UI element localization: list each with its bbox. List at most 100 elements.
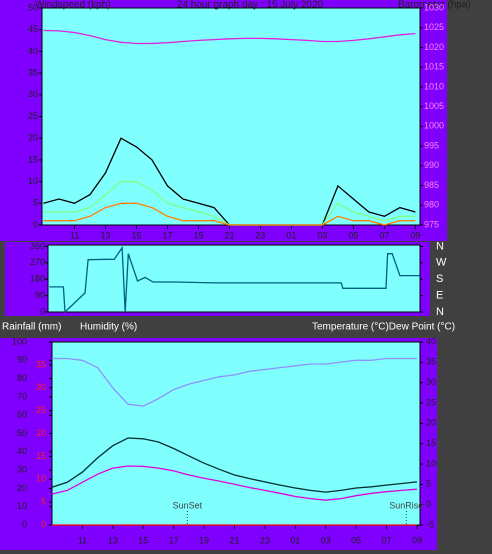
x-tick-label: 13 [108, 535, 118, 545]
wind-axis-label: Windspeed (kph) [35, 0, 111, 11]
y-tick-label: 30 [17, 464, 27, 474]
series-line [52, 357, 417, 407]
y2-tick-label: 20 [426, 418, 436, 428]
y3-tick-label: 10 [36, 474, 46, 484]
y2-tick-label: 15 [426, 438, 436, 448]
temperature-axis-label: Temperature (°C)Dew Point (°C) [312, 322, 455, 333]
y2-tick-label: S [436, 273, 443, 285]
y-tick-label: 20 [17, 483, 27, 493]
y-tick-label: 50 [28, 2, 38, 12]
y3-tick-label: 20 [36, 428, 46, 438]
y-tick-label: 90 [35, 290, 45, 300]
y-tick-label: 60 [17, 410, 27, 420]
y-tick-label: 90 [17, 355, 27, 365]
y-tick-label: 10 [17, 501, 27, 511]
y2-tick-label: 35 [426, 357, 436, 367]
y2-tick-label: 1000 [424, 121, 444, 131]
x-tick-label: 17 [162, 230, 172, 240]
y-tick-label: 80 [17, 373, 27, 383]
series-line [51, 465, 418, 501]
y-tick-label: 0 [40, 306, 45, 316]
annotation: SunRise [389, 500, 423, 510]
x-tick-label: 09 [412, 535, 422, 545]
y-tick-label: 15 [28, 154, 38, 164]
y2-tick-label: E [436, 290, 443, 302]
annotation: SunSet [173, 500, 203, 510]
y-tick-label: 0 [22, 519, 27, 529]
x-tick-label: 19 [193, 230, 203, 240]
y-tick-label: 40 [17, 446, 27, 456]
y2-tick-label: N [436, 240, 444, 252]
wind-plot [41, 7, 421, 226]
x-tick-label: 03 [317, 230, 327, 240]
y2-tick-label: 1005 [424, 101, 444, 111]
y-tick-label: 45 [28, 24, 38, 34]
direction-plot [47, 244, 421, 313]
x-tick-label: 01 [290, 535, 300, 545]
y-tick-label: 270 [30, 257, 45, 267]
x-tick-label: 23 [260, 535, 270, 545]
y2-tick-label: 990 [424, 160, 439, 170]
y2-tick-label: 1015 [424, 62, 444, 72]
y-tick-label: 5 [33, 198, 38, 208]
y2-tick-label: 10 [426, 458, 436, 468]
series-line [51, 437, 418, 493]
y2-tick-label: N [436, 306, 444, 318]
x-tick-label: 11 [78, 535, 87, 545]
y2-tick-label: 1030 [424, 2, 444, 12]
y2-tick-label: 1020 [424, 42, 444, 52]
x-tick-label: 21 [224, 230, 234, 240]
x-tick-label: 13 [101, 230, 111, 240]
y3-tick-label: 35 [36, 359, 46, 369]
y2-tick-label: 980 [424, 200, 439, 210]
y-tick-label: 100 [12, 336, 27, 346]
series-line [43, 202, 416, 226]
y-tick-label: 25 [28, 111, 38, 121]
y2-tick-label: 40 [426, 336, 436, 346]
y2-tick-label: 30 [426, 377, 436, 387]
y3-tick-label: 25 [36, 405, 46, 415]
x-tick-label: 09 [410, 230, 420, 240]
y2-tick-label: 1010 [424, 81, 444, 91]
x-tick-label: 07 [379, 230, 389, 240]
x-tick-label: 23 [255, 230, 265, 240]
x-tick-label: 21 [229, 535, 239, 545]
x-tick-label: 11 [70, 230, 79, 240]
y-tick-label: 35 [28, 67, 38, 77]
y2-tick-label: 975 [424, 219, 439, 229]
y2-tick-label: 995 [424, 140, 439, 150]
barometer-axis-label: Barometer (hpa) [398, 0, 471, 11]
y-tick-label: 20 [28, 133, 38, 143]
y-tick-label: 360 [30, 241, 45, 251]
y3-tick-label: 30 [36, 382, 46, 392]
x-tick-label: 01 [286, 230, 296, 240]
x-tick-label: 07 [382, 535, 392, 545]
chart-title: 24 hour graph day : 15 July 2020 [177, 0, 324, 11]
y-tick-label: 30 [28, 89, 38, 99]
y-tick-label: 180 [30, 274, 45, 284]
series-line [43, 29, 416, 45]
x-tick-label: 15 [131, 230, 141, 240]
x-tick-label: 17 [169, 535, 179, 545]
y3-tick-label: 0 [41, 519, 46, 529]
x-tick-label: 15 [138, 535, 148, 545]
y3-tick-label: 5 [41, 497, 46, 507]
x-tick-label: 05 [348, 230, 358, 240]
y2-tick-label: 5 [426, 479, 431, 489]
temperature-plot [51, 341, 421, 526]
y3-tick-label: 15 [36, 451, 46, 461]
humidity-axis-label: Humidity (%) [80, 322, 137, 333]
y-tick-label: 50 [17, 428, 27, 438]
x-tick-label: 19 [199, 535, 209, 545]
y-tick-label: 10 [28, 176, 38, 186]
y2-tick-label: 0 [426, 499, 431, 509]
y-tick-label: 40 [28, 46, 38, 56]
y2-tick-label: 1025 [424, 22, 444, 32]
y-tick-label: 70 [17, 391, 27, 401]
series-line [49, 245, 420, 314]
y-tick-label: 0 [33, 219, 38, 229]
rain-axis-label: Rainfall (mm) [2, 322, 61, 333]
y2-tick-label: -5 [426, 519, 434, 529]
x-tick-label: 03 [321, 535, 331, 545]
